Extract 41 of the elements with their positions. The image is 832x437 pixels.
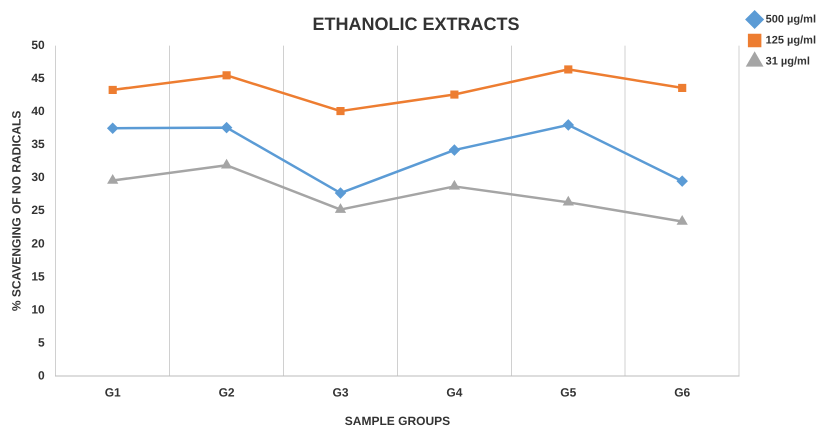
point (677, 216, 687, 225)
x-tick-label: G2 (218, 386, 235, 400)
y-tick-label: 25 (31, 203, 46, 218)
y-tick-label: 30 (31, 170, 46, 184)
x-tick-label: G1 (104, 386, 122, 400)
point (563, 120, 574, 130)
y-tick-label: 35 (31, 137, 46, 152)
point (108, 86, 117, 94)
y-tick-label: 50 (31, 38, 46, 52)
point (107, 123, 118, 134)
point (564, 197, 574, 206)
point (676, 176, 688, 186)
x-tick-label: G6 (674, 386, 691, 400)
point (449, 144, 460, 156)
y-tick-label: 45 (31, 70, 46, 85)
y-tick-label: 0 (38, 368, 46, 383)
point (221, 122, 232, 133)
legend-label: 500 µg/ml (766, 14, 816, 26)
point (222, 71, 231, 80)
y-axis-title: % SCAVENGING OF NO RADICALS (10, 110, 24, 312)
point (336, 106, 345, 116)
x-tick-label: G3 (332, 386, 349, 400)
point (108, 175, 118, 184)
chart-title: ETHANOLIC EXTRACTS (312, 14, 520, 34)
point (564, 65, 572, 74)
y-tick-label: 10 (31, 302, 46, 316)
point (335, 188, 346, 198)
y-tick-label: 40 (31, 104, 46, 118)
y-tick-label: 15 (31, 269, 46, 284)
point (336, 204, 346, 213)
legend-label: 31 µg/ml (766, 56, 810, 68)
point (450, 181, 460, 190)
legend-label: 125 µg/ml (766, 34, 816, 47)
x-axis-title: SAMPLE GROUPS (344, 414, 450, 428)
y-tick-label: 5 (38, 335, 46, 350)
x-tick-label: G4 (446, 386, 463, 400)
point (678, 84, 686, 92)
x-tick-label: G5 (560, 386, 577, 400)
y-tick-label: 20 (31, 236, 46, 250)
point (222, 160, 232, 169)
point (450, 90, 458, 99)
